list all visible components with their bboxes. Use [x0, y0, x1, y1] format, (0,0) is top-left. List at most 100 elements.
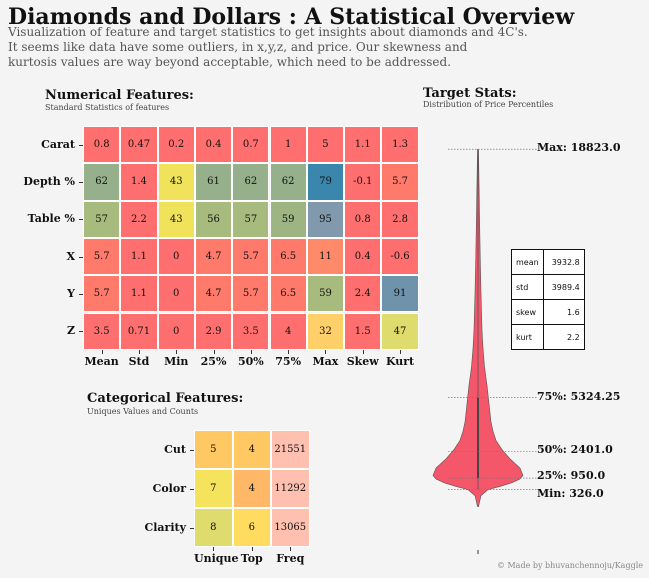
numerical-col-tick	[176, 349, 178, 354]
numerical-row-tick	[79, 181, 83, 183]
categorical-col-tick	[290, 547, 292, 551]
numerical-cell: 1.1	[344, 126, 382, 164]
numerical-cell: 0.2	[157, 126, 195, 164]
numerical-cell: 1.4	[120, 163, 158, 201]
categorical-col-label: Top	[240, 552, 263, 565]
percentile-label: 50%: 2401.0	[537, 443, 613, 457]
page-description: Visualization of feature and target stat…	[8, 25, 568, 70]
numerical-cell: 1.1	[120, 275, 158, 313]
numerical-cell: 6.5	[269, 237, 307, 276]
target-stats-table: mean 3932.8 std 3989.4 skew 1.6 kurt 2.2	[511, 249, 585, 350]
numerical-cell: 0	[157, 275, 195, 313]
categorical-title: Categorical Features:	[87, 391, 244, 406]
categorical-subtitle: Uniques Values and Counts	[87, 407, 199, 416]
categorical-col-label: Unique	[194, 552, 239, 565]
numerical-cell: 59	[306, 275, 345, 313]
numerical-cell: 0.71	[120, 312, 158, 350]
numerical-cell: 4	[269, 312, 307, 350]
numerical-col-tick	[213, 349, 215, 354]
numerical-row-label: Y	[67, 286, 75, 300]
categorical-cell: 5	[194, 430, 233, 469]
percentile-label: 75%: 5324.25	[537, 389, 621, 403]
numerical-cell: 3.5	[232, 312, 270, 350]
percentile-label: Max: 18823.0	[537, 141, 621, 155]
categorical-cell: 6	[232, 508, 271, 547]
numerical-col-label: 50%	[237, 354, 264, 368]
numerical-cell: 61	[194, 163, 233, 201]
categorical-col-label: Freq	[276, 552, 305, 565]
numerical-cell: 4.7	[194, 237, 233, 276]
categorical-cell: 4	[232, 430, 271, 469]
numerical-cell: 91	[381, 275, 419, 313]
numerical-cell: 95	[306, 200, 345, 238]
categorical-cell: 13065	[271, 508, 310, 547]
numerical-cell: 62	[269, 163, 307, 201]
numerical-cell: 0	[157, 237, 195, 276]
numerical-subtitle: Standard Statistics of features	[45, 103, 170, 112]
categorical-row-tick	[190, 527, 194, 529]
numerical-row-label: Z	[66, 324, 75, 338]
numerical-cell: 5	[306, 126, 345, 164]
categorical-col-tick	[251, 547, 253, 551]
stats-row: kurt 2.2	[511, 324, 585, 350]
stats-key: skew	[511, 299, 544, 325]
numerical-col-tick	[400, 349, 402, 354]
stats-key: std	[511, 274, 544, 300]
numerical-cell: 1.1	[120, 237, 158, 276]
numerical-col-label: 75%	[275, 354, 302, 368]
numerical-cell: 56	[194, 200, 233, 238]
numerical-row-tick	[79, 331, 83, 333]
numerical-col-tick	[325, 349, 327, 354]
numerical-cell: 1	[269, 126, 307, 164]
credit-text: © Made by bhuvanchennoju/Kaggle	[496, 561, 643, 570]
numerical-cell: 62	[83, 163, 121, 201]
numerical-cell: 79	[306, 163, 345, 201]
numerical-row-label: Depth %	[23, 174, 75, 188]
numerical-col-label: 25%	[200, 354, 227, 368]
numerical-row-label: X	[66, 249, 75, 263]
target-subtitle: Distribution of Price Percentiles	[423, 100, 554, 109]
numerical-cell: 6.5	[269, 275, 307, 313]
categorical-cell: 7	[194, 469, 233, 508]
numerical-cell: 0.4	[194, 126, 233, 164]
numerical-row-label: Carat	[41, 137, 75, 151]
numerical-row-label: Table %	[27, 212, 75, 226]
numerical-cell: 0.7	[232, 126, 270, 164]
stats-row: mean 3932.8	[511, 249, 585, 275]
stats-key: kurt	[511, 324, 544, 350]
numerical-row-tick	[79, 256, 83, 258]
numerical-title: Numerical Features:	[45, 88, 194, 103]
numerical-cell: 47	[381, 312, 419, 350]
numerical-col-tick	[138, 349, 140, 354]
numerical-cell: 1.3	[381, 126, 419, 164]
page-title: Diamonds and Dollars : A Statistical Ove…	[8, 4, 575, 30]
categorical-row-tick	[190, 449, 194, 451]
numerical-row-tick	[79, 219, 83, 221]
categorical-row-label: Color	[152, 481, 186, 495]
percentile-label: 25%: 950.0	[537, 469, 606, 483]
numerical-col-tick	[288, 349, 290, 354]
numerical-col-label: Max	[312, 354, 339, 368]
numerical-col-label: Min	[164, 354, 189, 368]
numerical-cell: -0.6	[381, 237, 419, 276]
numerical-cell: 5.7	[83, 237, 121, 276]
numerical-cell: 5.7	[232, 275, 270, 313]
stats-row: std 3989.4	[511, 274, 585, 300]
numerical-cell: 5.7	[381, 163, 419, 201]
numerical-row-tick	[79, 144, 83, 146]
numerical-cell: 2.4	[344, 275, 382, 313]
numerical-col-label: Mean	[84, 354, 119, 368]
categorical-col-tick	[213, 547, 215, 551]
numerical-cell: 43	[157, 163, 195, 201]
categorical-cell: 8	[194, 508, 233, 547]
numerical-col-tick	[362, 349, 364, 354]
numerical-cell: 57	[232, 200, 270, 238]
stats-value: 3989.4	[542, 274, 585, 300]
stats-value: 3932.8	[542, 249, 585, 275]
price-violin-chart	[432, 148, 537, 554]
numerical-cell: 5.7	[232, 237, 270, 276]
numerical-col-label: Std	[128, 354, 150, 368]
numerical-cell: 2.9	[194, 312, 233, 350]
categorical-cell: 11292	[271, 469, 310, 508]
categorical-cell: 4	[232, 469, 271, 508]
